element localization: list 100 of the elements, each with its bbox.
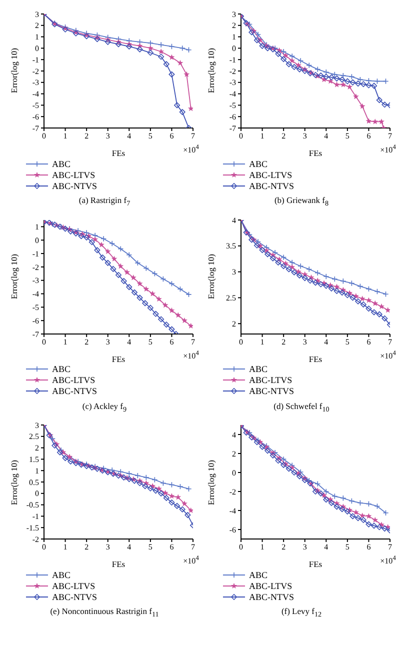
legend-label: ABC bbox=[52, 570, 71, 580]
y-axis-title: Error(log 10) bbox=[9, 254, 19, 300]
y-tick-label: -6 bbox=[229, 526, 236, 535]
y-axis-title: Error(log 10) bbox=[9, 460, 19, 505]
y-tick-label: 2 bbox=[35, 21, 39, 30]
text: (d) Schwefel f$_{10}$ bbox=[272, 400, 330, 414]
x-tick-label: 4 bbox=[324, 337, 328, 346]
x-tick-label: 7 bbox=[388, 337, 392, 346]
legend-label: ABC-LTVS bbox=[249, 375, 292, 386]
x-tick-label: 2 bbox=[282, 337, 286, 346]
y-tick-label: -4 bbox=[32, 289, 39, 298]
x-tick-label: 1 bbox=[63, 543, 68, 552]
y-tick-label: -5 bbox=[32, 302, 39, 312]
y-tick-label: 2 bbox=[232, 21, 236, 30]
y-tick-label: 2 bbox=[35, 444, 39, 454]
text: ×10$^{4}$ bbox=[380, 144, 396, 155]
x-tick-label: 6 bbox=[366, 132, 371, 141]
x-tick-label: 1 bbox=[260, 132, 264, 141]
y-tick-label: 1 bbox=[35, 222, 39, 232]
legend-label: ABC bbox=[249, 364, 268, 374]
x-tick-label: 4 bbox=[127, 543, 132, 552]
y-tick-label: -4 bbox=[229, 506, 236, 516]
x-axis-title: FEs bbox=[308, 148, 322, 158]
y-tick-label: 0 bbox=[35, 44, 39, 54]
y-tick-label: -6 bbox=[229, 112, 236, 122]
y-axis-title: Error(log 10) bbox=[206, 460, 216, 505]
text: (b) Griewank f$_{8}$ bbox=[273, 195, 330, 208]
y-tick-label: -6 bbox=[32, 316, 39, 326]
x-tick-label: 5 bbox=[345, 337, 350, 346]
text: (e) Noncontinuous Rastrigin f$_{11}$ bbox=[49, 606, 160, 620]
x-tick-label: 0 bbox=[42, 132, 46, 141]
legend-label: ABC-NTVS bbox=[249, 386, 294, 396]
x-axis-title: FEs bbox=[112, 148, 126, 158]
x-tick-label: 6 bbox=[170, 337, 174, 346]
y-tick-label: -4 bbox=[229, 90, 236, 99]
x-tick-label: 1 bbox=[63, 337, 68, 346]
x-tick-label: 3 bbox=[302, 337, 307, 346]
legend-label: ABC-LTVS bbox=[249, 580, 292, 591]
legend-label: ABC-NTVS bbox=[249, 592, 294, 602]
x-tick-label: 7 bbox=[388, 543, 392, 552]
x-tick-label: 0 bbox=[239, 337, 243, 346]
x-tick-label: 6 bbox=[366, 543, 371, 552]
x-tick-label: 2 bbox=[84, 337, 89, 346]
y-tick-label: -0.5 bbox=[26, 501, 39, 510]
x-tick-label: 3 bbox=[302, 543, 307, 552]
y-tick-label: 2 bbox=[232, 319, 236, 328]
y-tick-label: 0 bbox=[35, 490, 39, 499]
y-tick-label: -4 bbox=[32, 90, 39, 99]
text: ×10$^{4}$ bbox=[380, 555, 396, 566]
y-tick-label: -5 bbox=[32, 101, 39, 110]
x-tick-label: 6 bbox=[366, 337, 371, 346]
y-tick-label: 4 bbox=[232, 430, 236, 440]
x-tick-label: 5 bbox=[148, 337, 152, 346]
x-tick-label: 5 bbox=[345, 543, 350, 552]
text: ×10$^{4}$ bbox=[183, 144, 199, 155]
y-tick-label: 4 bbox=[232, 216, 236, 225]
y-tick-label: 0 bbox=[232, 44, 236, 54]
x-tick-label: 3 bbox=[106, 132, 110, 141]
legend-label: ABC bbox=[52, 158, 71, 168]
legend-label: ABC-LTVS bbox=[249, 170, 292, 180]
y-tick-label: 1 bbox=[35, 466, 39, 476]
legend-label: ABC-NTVS bbox=[52, 592, 98, 602]
x-tick-label: 7 bbox=[191, 543, 195, 552]
x-tick-label: 3 bbox=[106, 337, 110, 346]
y-tick-label: -2 bbox=[229, 488, 236, 497]
x-tick-label: 1 bbox=[260, 337, 264, 346]
x-tick-label: 3 bbox=[302, 132, 307, 141]
x-axis-title: FEs bbox=[308, 559, 322, 570]
text: ×10$^{4}$ bbox=[183, 555, 199, 566]
y-tick-label: 0 bbox=[232, 468, 236, 478]
x-tick-label: 2 bbox=[84, 543, 89, 552]
y-tick-label: -7 bbox=[32, 330, 39, 339]
y-tick-label: 3.5 bbox=[226, 241, 236, 250]
x-tick-label: 4 bbox=[127, 132, 132, 141]
x-tick-label: 5 bbox=[148, 132, 152, 141]
x-tick-label: 2 bbox=[282, 132, 286, 141]
legend-label: ABC-NTVS bbox=[52, 180, 98, 190]
y-tick-label: -6 bbox=[32, 112, 39, 122]
y-tick-label: 3 bbox=[35, 10, 39, 19]
y-tick-label: -1 bbox=[229, 55, 236, 64]
legend-label: ABC bbox=[52, 364, 71, 374]
y-tick-label: -7 bbox=[32, 124, 39, 133]
y-tick-label: -2 bbox=[32, 535, 39, 544]
x-tick-label: 4 bbox=[324, 543, 328, 552]
x-tick-label: 6 bbox=[170, 543, 174, 552]
x-tick-label: 0 bbox=[239, 543, 243, 552]
y-axis-title: Error(log 10) bbox=[206, 48, 216, 94]
y-tick-label: 2 bbox=[232, 450, 236, 459]
x-tick-label: 0 bbox=[42, 543, 46, 552]
text: (c) Ackley f$_{9}$ bbox=[81, 400, 128, 414]
y-tick-label: 2.5 bbox=[226, 293, 236, 302]
x-tick-label: 1 bbox=[63, 132, 68, 141]
y-tick-label: -1 bbox=[32, 512, 39, 522]
x-axis-title: FEs bbox=[112, 559, 126, 570]
legend-label: ABC bbox=[249, 158, 268, 168]
legend-label: ABC-LTVS bbox=[52, 375, 96, 386]
text: (f) Levy f$_{12}$ bbox=[280, 606, 323, 620]
y-tick-label: -1.5 bbox=[26, 524, 39, 533]
text: (a) Rastrigin f$_{7}$ bbox=[78, 195, 132, 208]
y-tick-label: -3 bbox=[229, 78, 236, 88]
